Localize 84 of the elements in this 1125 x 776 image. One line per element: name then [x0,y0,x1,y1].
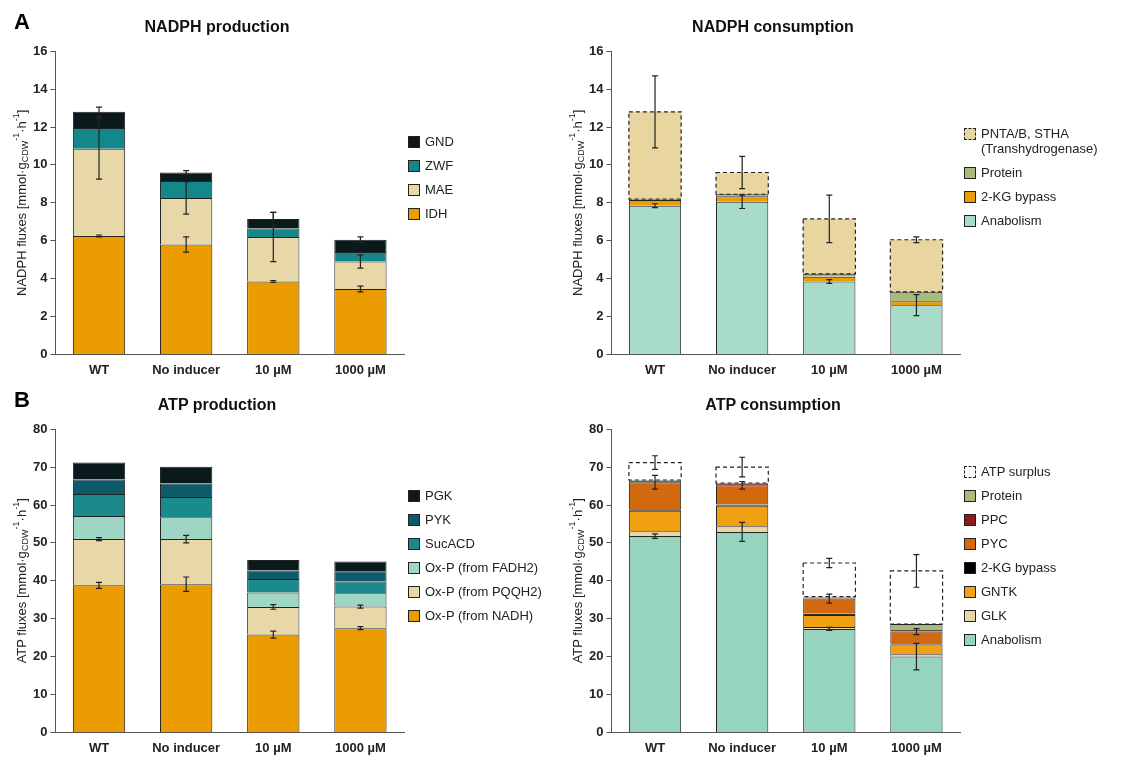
y-tick-label: 2 [40,308,48,324]
y-tick-label: 20 [588,648,604,664]
x-tick-label: 1000 µM [891,739,942,755]
legend-label: Ox-P (from PQQH2) [425,583,542,599]
legend-label: Protein [981,487,1023,503]
legend-label: 2-KG bypass [981,559,1057,575]
legend-label: Protein [981,165,1023,180]
y-axis-title: NADPH fluxes [mmol·gCDW-1·h-1] [11,109,31,296]
chart-title: ATP consumption [705,396,841,414]
y-tick-label: 80 [32,420,48,436]
y-tick-label: 60 [588,496,604,512]
x-tick-label: No inducer [708,361,777,377]
y-tick-label: 70 [588,458,604,474]
y-tick-label: 50 [588,534,604,550]
legend-label: GNTK [981,583,1018,599]
legend-label: Ox-P (from NADH) [425,607,534,623]
legend-label: PPC [981,511,1008,527]
y-tick-label: 0 [40,723,48,739]
y-tick-label: 6 [596,232,604,248]
legend-label: Ox-P (from FADH2) [425,559,539,575]
y-tick-label: 60 [32,496,48,512]
x-tick-label: No inducer [708,739,777,755]
legend-label: Anabolism [981,631,1042,647]
chart-title: ATP production [157,396,277,414]
y-axis-title: ATP fluxes [mmol·gCDW-1·h-1] [567,498,587,664]
text: B [14,387,30,413]
x-tick-label: 1000 µM [335,361,386,377]
chart-title: NADPH consumption [692,18,854,36]
legend-label: SucACD [425,535,475,551]
y-tick-label: 0 [40,345,48,361]
y-tick-label: 14 [588,80,605,96]
x-tick-label: 1000 µM [891,361,942,377]
x-tick-label: 10 µM [255,739,292,755]
y-tick-label: 8 [40,194,48,210]
legend-label: PGK [425,487,453,503]
y-tick-label: 6 [40,232,48,248]
text: A [14,9,30,35]
y-tick-label: 16 [588,42,604,58]
legend-label: Anabolism [981,213,1042,228]
text: ATP surplus [981,463,1051,479]
y-tick-label: 10 [32,156,48,172]
x-tick-label: 10 µM [811,361,848,377]
x-tick-label: WT [644,739,666,755]
y-tick-label: 8 [596,194,604,210]
y-tick-label: 12 [588,118,604,134]
x-tick-label: No inducer [152,361,221,377]
y-tick-label: 4 [40,270,49,286]
y-tick-label: 10 [588,156,604,172]
legend-label: IDH [425,205,448,221]
y-tick-label: 30 [32,610,48,626]
y-tick-label: 0 [596,345,604,361]
x-tick-label: 10 µM [255,361,292,377]
legend-label: GLK [981,607,1008,623]
legend-label: PNTA/B, STHA (Transhydrogenase) [981,126,1099,156]
y-tick-label: 12 [32,118,48,134]
y-tick-label: 4 [596,270,605,286]
y-tick-label: 70 [32,458,48,474]
x-tick-label: WT [88,739,110,755]
y-tick-label: 80 [588,420,604,436]
legend-label: PYC [981,535,1008,551]
y-tick-label: 2 [596,308,604,324]
y-tick-label: 30 [588,610,604,626]
y-axis-title: NADPH fluxes [mmol·gCDW-1·h-1] [567,109,587,296]
x-tick-label: No inducer [152,739,221,755]
y-tick-label: 50 [32,534,48,550]
legend-label: 2-KG bypass [981,189,1057,204]
legend-label: MAE [425,181,454,197]
y-tick-label: 14 [32,80,49,96]
y-tick-label: 0 [596,723,604,739]
y-tick-label: 10 [32,686,48,702]
x-tick-label: 1000 µM [335,739,386,755]
legend-label: ZWF [425,157,454,173]
legend-label: GND [425,133,454,149]
x-tick-label: WT [644,361,666,377]
x-tick-label: 10 µM [811,739,848,755]
x-tick-label: WT [88,361,110,377]
y-tick-label: 16 [32,42,48,58]
y-tick-label: 40 [32,572,48,588]
legend-label: PYK [425,511,452,527]
y-tick-label: 20 [32,648,48,664]
y-axis-title: ATP fluxes [mmol·gCDW-1·h-1] [11,498,31,664]
y-tick-label: 40 [588,572,604,588]
y-tick-label: 10 [588,686,604,702]
chart-title: NADPH production [144,18,290,36]
